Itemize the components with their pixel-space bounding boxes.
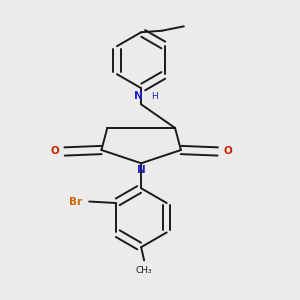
Text: N: N: [137, 165, 146, 175]
Text: O: O: [51, 146, 59, 157]
Text: CH₃: CH₃: [136, 266, 152, 275]
Text: Br: Br: [69, 196, 82, 206]
Text: O: O: [223, 146, 232, 157]
Text: N: N: [134, 92, 142, 101]
Text: H: H: [151, 92, 158, 101]
